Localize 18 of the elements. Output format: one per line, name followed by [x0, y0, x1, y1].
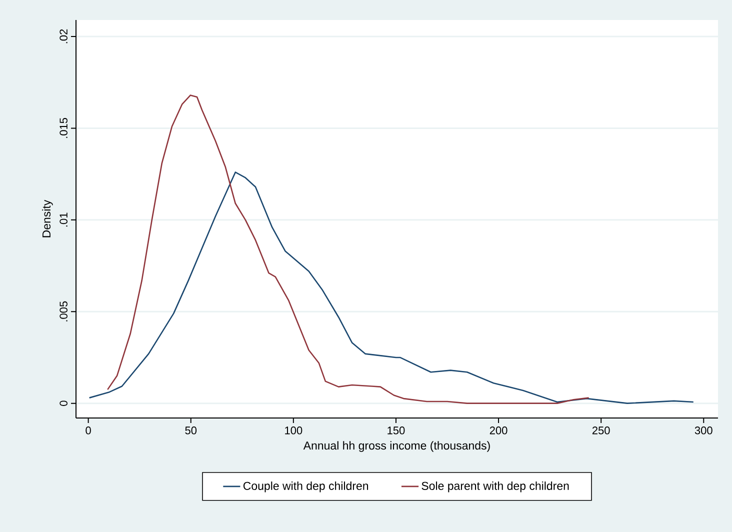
- line-series: [106, 94, 590, 404]
- legend-label: Couple with dep children: [243, 482, 368, 492]
- y-tick-label: .005: [60, 301, 68, 322]
- x-tick-label: 100: [285, 426, 302, 434]
- x-tick-label: 300: [694, 426, 712, 434]
- line-series: [88, 172, 694, 404]
- x-tick-label: 250: [592, 426, 610, 434]
- x-tick-label: 200: [490, 426, 508, 434]
- x-axis-title: Annual hh gross income (thousands): [303, 441, 490, 452]
- y-axis-title: Density: [42, 200, 53, 238]
- x-tick-label: 50: [185, 426, 197, 434]
- legend-label: Sole parent with dep children: [422, 482, 569, 492]
- x-tick-label: 0: [86, 426, 91, 434]
- y-tick-label: .01: [60, 212, 68, 227]
- y-tick-label: 0: [60, 400, 68, 406]
- x-tick-label: 150: [388, 426, 405, 434]
- y-tick-label: .02: [60, 29, 68, 44]
- y-tick-label: .015: [60, 118, 68, 138]
